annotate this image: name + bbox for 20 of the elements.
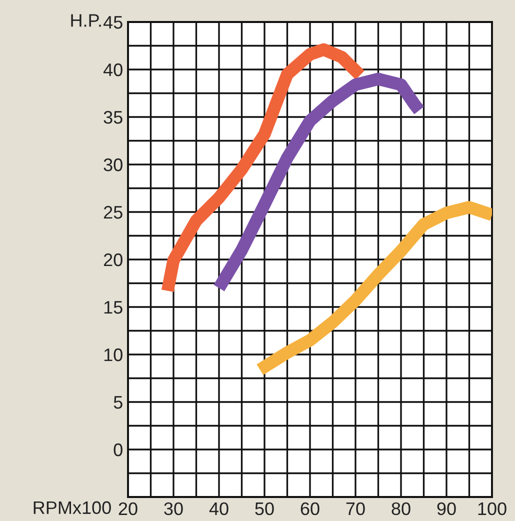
y-tick-label: 0 [114, 443, 122, 456]
x-tick-label: 90 [437, 502, 456, 516]
x-tick-label: 100 [478, 502, 506, 516]
y-tick-label: 5 [114, 396, 122, 409]
x-axis-title: RPMx100 [34, 501, 111, 514]
y-tick-label: 15 [104, 301, 122, 314]
y-tick-label: 40 [103, 63, 122, 76]
x-tick-label: 60 [300, 502, 320, 516]
y-tick-label: 10 [104, 348, 122, 362]
y-tick-label: 25 [104, 206, 122, 219]
x-tick-label: 30 [164, 502, 183, 516]
x-tick-label: 50 [255, 502, 274, 516]
y-tick-label: 20 [104, 253, 122, 266]
x-tick-label: 80 [392, 502, 410, 516]
x-tick-label: 70 [346, 502, 365, 516]
y-tick-label: 45 [103, 16, 122, 29]
y-axis-title: H.P. [71, 14, 101, 27]
y-tick-label: 30 [104, 158, 122, 172]
x-tick-label: 40 [209, 502, 228, 516]
y-tick-label: 35 [104, 110, 122, 124]
